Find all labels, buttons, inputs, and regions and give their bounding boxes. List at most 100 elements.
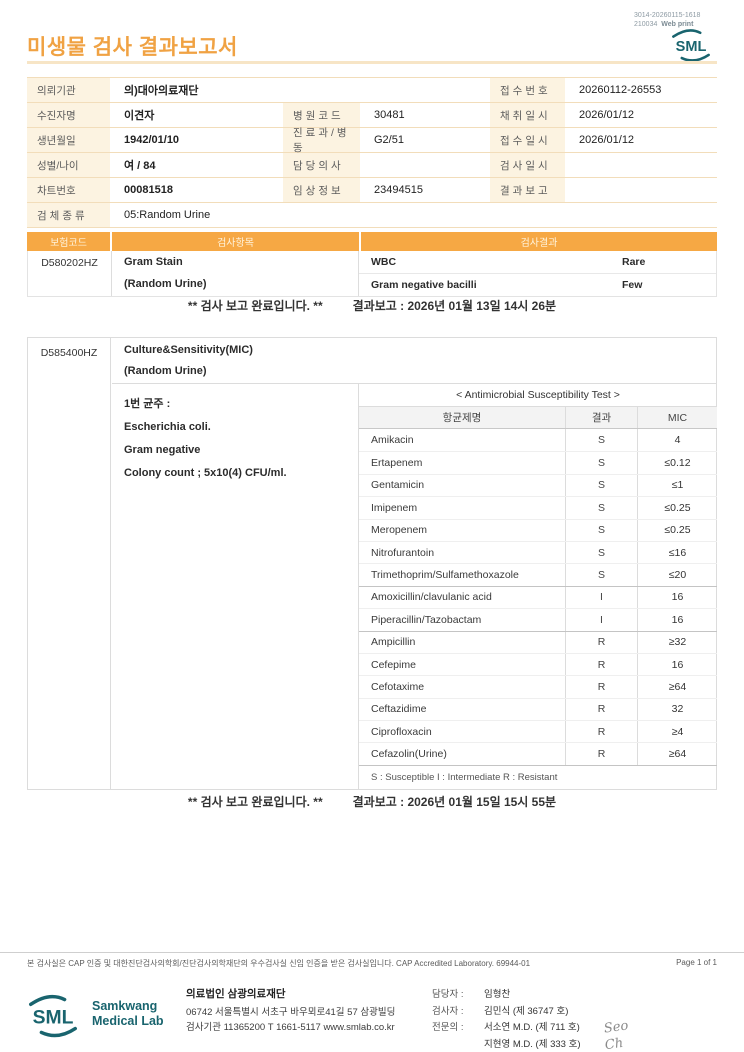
gram-stain-body: D580202HZ Gram Stain (Random Urine) WBC … bbox=[27, 251, 717, 297]
lab-name-line1: Samkwang bbox=[92, 999, 158, 1013]
ast-drug: Trimethoprim/Sulfamethoxazole bbox=[371, 569, 519, 582]
lab-name-line2: Medical Lab bbox=[92, 1014, 164, 1028]
gram-stain-header-row: 보험코드 검사항목 검사결과 bbox=[27, 232, 717, 251]
culture-complete-line: ** 검사 보고 완료입니다. ** 결과보고 : 2026년 01월 15일 … bbox=[27, 793, 717, 810]
ast-result: R bbox=[565, 653, 637, 676]
label-chart-number: 차트번호 bbox=[27, 178, 110, 202]
ast-row: Meropenem S ≤0.25 bbox=[359, 518, 717, 541]
gram-report-time: 결과보고 : 2026년 01월 13일 14시 26분 bbox=[352, 299, 557, 313]
title-divider bbox=[27, 61, 717, 64]
ast-drug: Meropenem bbox=[371, 524, 428, 537]
ast-row: Cefepime R 16 bbox=[359, 652, 717, 676]
ast-header-row: 항균제명 결과 MIC bbox=[359, 406, 717, 429]
ast-row: Gentamicin S ≤1 bbox=[359, 473, 717, 497]
organization-block: 의료법인 삼광의료재단 06742 서울특별시 서초구 바우뫼로41길 57 삼… bbox=[186, 986, 395, 1035]
ast-drug: Cefotaxime bbox=[371, 680, 425, 693]
gram-test-name-line1: Gram Stain bbox=[124, 256, 183, 268]
ast-mic: ≥64 bbox=[637, 676, 717, 698]
patient-info-table: 의뢰기관 의)대아의료재단 접수번호 20260112-26553 수진자명 이… bbox=[27, 77, 717, 228]
ast-result: S bbox=[565, 564, 637, 586]
ast-row: Ampicillin R ≥32 bbox=[359, 630, 717, 653]
ast-table: < Antimicrobial Susceptibility Test > 항균… bbox=[358, 384, 717, 789]
label-clinical-info: 임상정보 bbox=[283, 178, 360, 202]
ast-row: Imipenem S ≤0.25 bbox=[359, 496, 717, 519]
label-receipt-number: 접수번호 bbox=[490, 78, 565, 102]
staff-block: 담당자 : 임형찬 검사자 : 김민식 (제 36747 호) 전문의 : 서소… bbox=[432, 987, 629, 1052]
patient-row-birthdate: 생년월일 1942/01/10 진료과/병동 G2/51 접수일시 2026/0… bbox=[27, 127, 717, 154]
value-receipt-date: 2026/01/12 bbox=[579, 134, 635, 146]
staff-role: 검사자 : bbox=[432, 1005, 464, 1017]
gram-result-name: Gram negative bacilli bbox=[371, 279, 477, 291]
ast-drug: Cefepime bbox=[371, 658, 416, 671]
doctor-signature: Ch bbox=[603, 1035, 624, 1052]
page-title: 미생물 검사 결과보고서 bbox=[27, 36, 238, 59]
patient-row-name: 수진자명 이견자 병원코드 30481 채취일시 2026/01/12 bbox=[27, 103, 717, 128]
value-clinical-info: 23494515 bbox=[374, 184, 423, 196]
ast-header-drug: 항균제명 bbox=[442, 412, 482, 424]
sml-footer-logo-icon: SML bbox=[24, 991, 82, 1044]
organism-strain-label: 1번 균주 : bbox=[124, 398, 171, 410]
culture-test-name-line2: (Random Urine) bbox=[124, 365, 207, 377]
ast-mic: ≥64 bbox=[637, 743, 717, 765]
gram-result-value: Rare bbox=[622, 256, 646, 268]
ast-row: Ertapenem S ≤0.12 bbox=[359, 451, 717, 474]
ast-result: S bbox=[565, 497, 637, 519]
ast-mic: ≤0.25 bbox=[637, 497, 717, 519]
staff-role bbox=[432, 1037, 484, 1052]
ast-mic: ≥32 bbox=[637, 631, 717, 653]
gram-result-name: WBC bbox=[371, 256, 397, 268]
ast-row: Cefotaxime R ≥64 bbox=[359, 675, 717, 698]
value-sex-age: 여 / 84 bbox=[124, 160, 156, 172]
patient-row-chart-number: 차트번호 00081518 임상정보 23494515 결과보고 bbox=[27, 178, 717, 203]
staff-name: 임형찬 bbox=[484, 989, 511, 1000]
value-result-report bbox=[565, 178, 717, 202]
gram-result-row: Gram negative bacilli Few bbox=[359, 273, 716, 296]
ast-result: I bbox=[565, 609, 637, 631]
staff-role: 전문의 : bbox=[432, 1022, 464, 1033]
ast-result: R bbox=[565, 676, 637, 698]
ast-mic: 16 bbox=[637, 609, 717, 631]
label-collection-date: 채취일시 bbox=[490, 103, 565, 127]
gram-stain-table: 보험코드 검사항목 검사결과 D580202HZ Gram Stain (Ran… bbox=[27, 232, 717, 297]
sml-logo-icon: SML bbox=[668, 26, 714, 69]
staff-name: 김민식 (제 36747 호) bbox=[484, 1005, 569, 1017]
organization-contact: 검사기관 11365200 T 1661-5117 www.smlab.co.k… bbox=[186, 1022, 395, 1033]
label-receipt-date: 접수일시 bbox=[490, 128, 565, 152]
value-patient-name: 이견자 bbox=[124, 110, 155, 122]
label-hospital-code: 병원코드 bbox=[283, 103, 360, 127]
gram-test-name: Gram Stain (Random Urine) bbox=[111, 251, 358, 296]
organism-gram: Gram negative bbox=[124, 444, 201, 456]
gram-results: WBC Rare Gram negative bacilli Few bbox=[358, 251, 716, 296]
gram-result-value: Few bbox=[622, 279, 643, 291]
ast-drug: Ceftazidime bbox=[371, 703, 427, 716]
header-test-item: 검사항목 bbox=[112, 232, 359, 251]
value-department-ward: G2/51 bbox=[374, 134, 404, 146]
footer-divider bbox=[0, 952, 744, 953]
staff-name: 서소연 M.D. (제 711 호) bbox=[484, 1022, 580, 1033]
accreditation-text: 본 검사실은 CAP 인증 및 대한진단검사의학회/진단검사의학재단의 우수검사… bbox=[27, 959, 531, 968]
print-type-label: Web print bbox=[661, 21, 694, 28]
ast-mic: 32 bbox=[637, 698, 717, 721]
label-referrer: 의뢰기관 bbox=[27, 78, 110, 102]
ast-mic: ≤20 bbox=[637, 564, 717, 586]
ast-mic: 16 bbox=[637, 653, 717, 676]
logo-text: SML bbox=[676, 39, 707, 55]
document-number-block: 3014-20260115-1618 210034 Web print bbox=[634, 11, 700, 29]
gram-insurance-code: D580202HZ bbox=[41, 257, 98, 269]
ast-result: S bbox=[565, 474, 637, 497]
organism-info: 1번 균주 : Escherichia coli. Gram negative … bbox=[112, 385, 356, 485]
ast-mic: 16 bbox=[637, 586, 717, 609]
page-indicator: Page 1 of 1 bbox=[676, 958, 717, 967]
ast-row: Piperacillin/Tazobactam I 16 bbox=[359, 608, 717, 631]
ast-drug: Amikacin bbox=[371, 434, 414, 447]
patient-row-referrer: 의뢰기관 의)대아의료재단 접수번호 20260112-26553 bbox=[27, 78, 717, 103]
ast-result: I bbox=[565, 586, 637, 609]
staff-row: 검사자 : 김민식 (제 36747 호) bbox=[432, 1004, 628, 1021]
culture-insurance-code: D585400HZ bbox=[28, 338, 111, 789]
gram-complete-line: ** 검사 보고 완료입니다. ** 결과보고 : 2026년 01월 13일 … bbox=[27, 297, 717, 314]
organism-colony-count: Colony count ; 5x10(4) CFU/ml. bbox=[124, 467, 287, 479]
ast-result: R bbox=[565, 631, 637, 653]
gram-complete-note: ** 검사 보고 완료입니다. ** bbox=[187, 299, 323, 313]
header-test-result: 검사결과 bbox=[361, 232, 717, 251]
